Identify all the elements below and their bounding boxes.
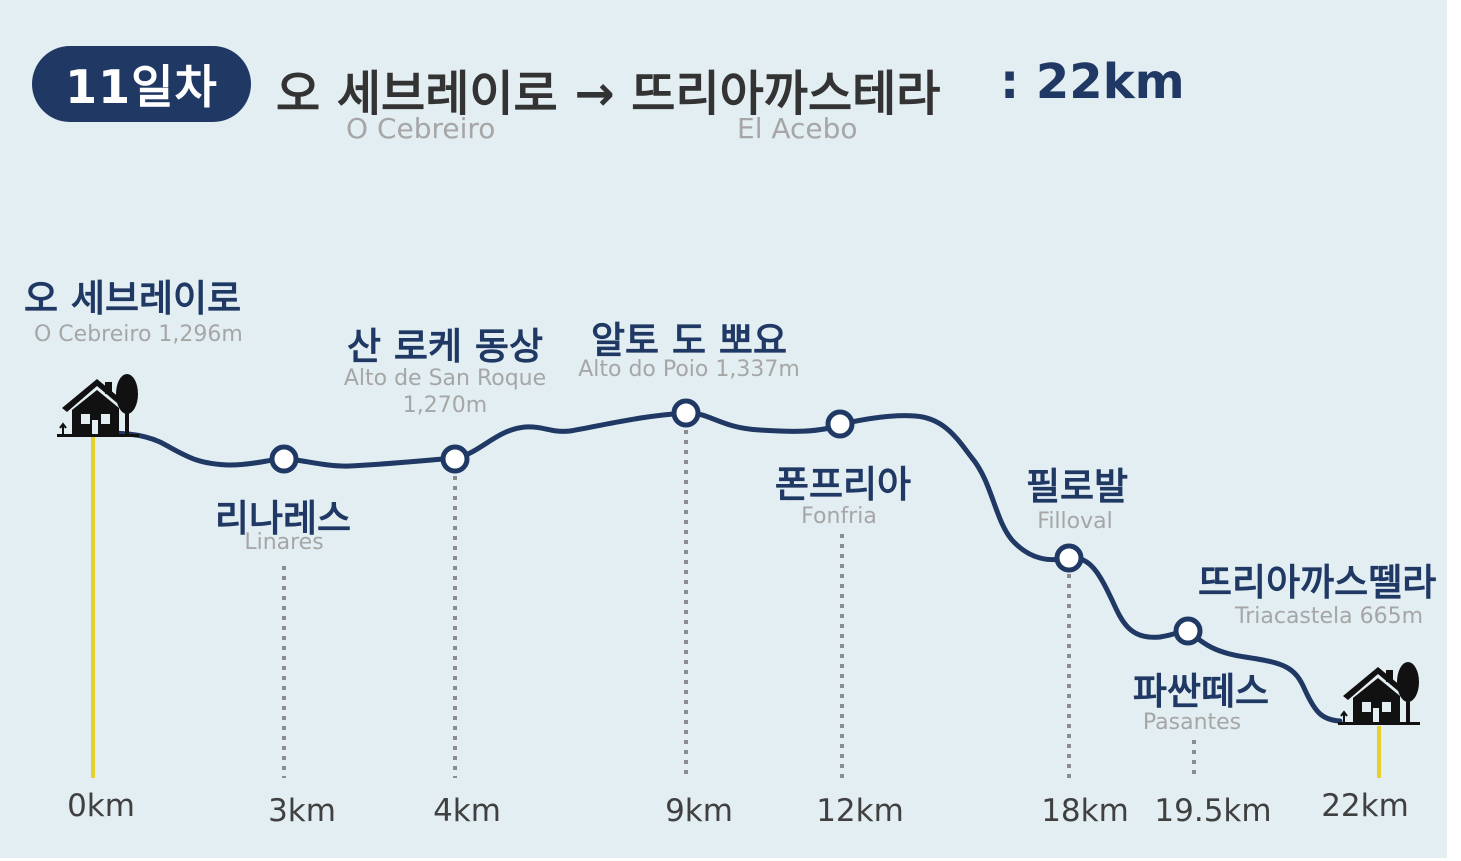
stop-5-name-ko: 필로발 <box>1025 465 1129 508</box>
house-with-tree-icon <box>57 374 139 437</box>
stop-2-elevation: 1,270m <box>402 393 488 418</box>
stop-1-name-ko: 리나레스 <box>214 497 352 540</box>
km-label-3: 9km <box>665 793 733 829</box>
km-label-6: 19.5km <box>1154 793 1272 829</box>
stop-6-name-ko: 파싼떼스 <box>1132 670 1270 713</box>
alto-do-poio-circle-marker-icon <box>671 398 701 428</box>
house-with-tree-icon <box>1338 662 1420 725</box>
stop-0-name-ko: 오 세브레이로 <box>24 277 242 320</box>
km-label-2: 4km <box>433 793 501 829</box>
stop-2-name-ko: 산 로케 동상 <box>347 325 543 368</box>
stop-2-name-en: Alto de San Roque <box>343 366 547 391</box>
stop-3-name-ko: 알토 도 뽀요 <box>591 319 787 362</box>
san-roque-circle-marker-icon <box>440 444 470 474</box>
stop-5-name-en: Filloval <box>1037 509 1113 534</box>
stop-0-name-en: O Cebreiro 1,296m <box>34 322 243 347</box>
route-title: 오 세브레이로 → 뜨리아까스테라 <box>276 66 941 122</box>
route-distance: : 22km <box>1000 54 1185 110</box>
stop-7-name-en: Triacastela 665m <box>1235 604 1424 629</box>
stop-4-name-en: Fonfria <box>801 504 877 529</box>
stop-7-name-ko: 뜨리아까스뗄라 <box>1198 561 1437 604</box>
route-end-en: El Acebo <box>737 112 858 145</box>
route-start-en: O Cebreiro <box>346 112 496 145</box>
km-label-1: 3km <box>268 793 336 829</box>
stop-3-name-en: Alto do Poio 1,337m <box>578 357 800 382</box>
linares-circle-marker-icon <box>269 444 299 474</box>
stop-6-name-en: Pasantes <box>1142 710 1242 735</box>
km-label-7: 22km <box>1321 788 1409 824</box>
day-badge: 11일차 <box>32 46 251 122</box>
fonfria-circle-marker-icon <box>825 409 855 439</box>
stop-1-name-en: Linares <box>244 530 324 555</box>
km-label-4: 12km <box>816 793 904 829</box>
filloval-circle-marker-icon <box>1054 543 1084 573</box>
km-label-0: 0km <box>67 788 135 824</box>
km-label-5: 18km <box>1041 793 1129 829</box>
pasantes-circle-marker-icon <box>1173 616 1203 646</box>
stop-4-name-ko: 폰프리아 <box>774 463 912 506</box>
